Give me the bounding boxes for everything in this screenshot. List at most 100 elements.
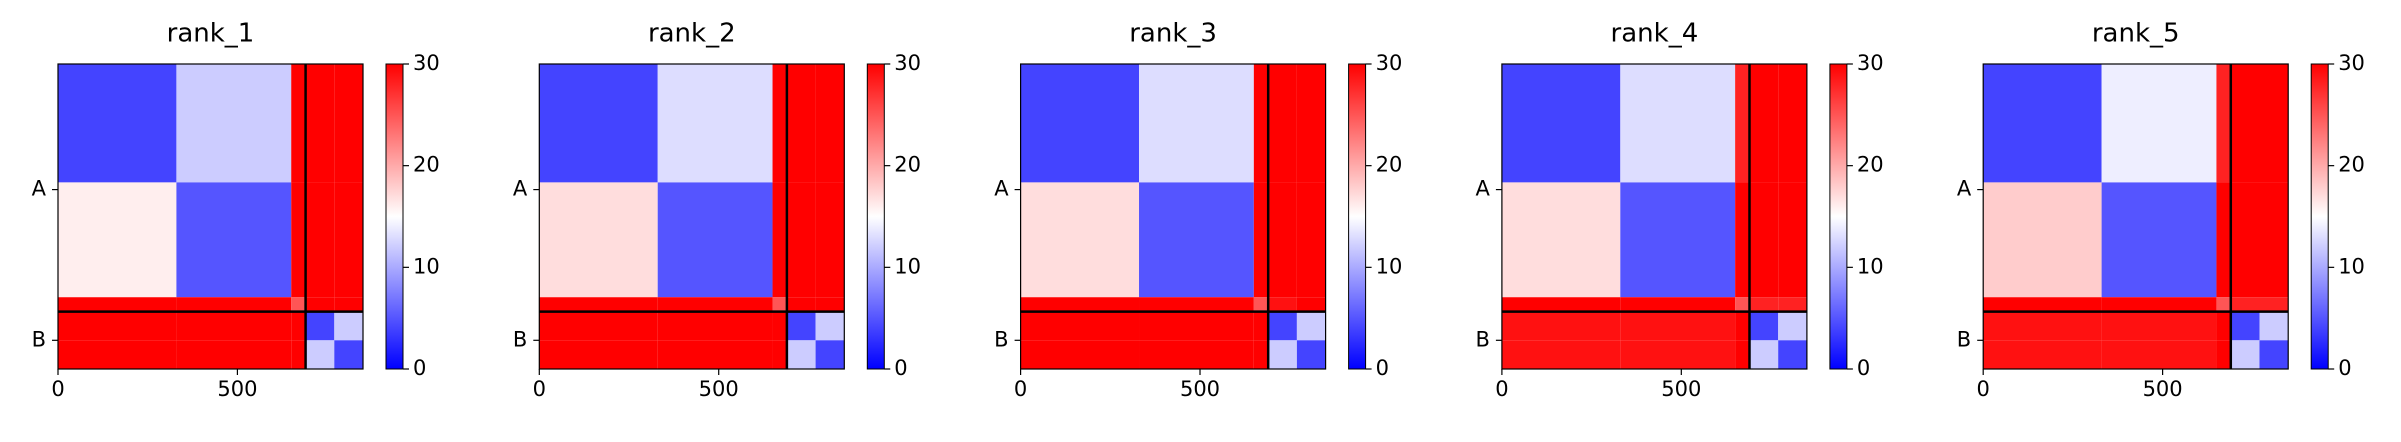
colorbar-tick-label: 10 (413, 254, 440, 278)
y-tick-label: B (1957, 327, 1971, 351)
heatmap-cell (176, 64, 292, 183)
heatmap-cell (1735, 297, 1750, 312)
heatmap-cell (1983, 297, 2102, 312)
heatmap-cell (1749, 297, 1779, 312)
heatmap-cell (1268, 297, 1297, 312)
heatmap-cell (1620, 297, 1736, 312)
x-tick-label: 500 (1661, 377, 1701, 401)
heatmap-cell (2216, 311, 2231, 341)
x-tick-label: 500 (699, 377, 739, 401)
colorbar (1829, 63, 1848, 370)
heatmap-cell (2230, 182, 2260, 298)
x-tick-label: 500 (1180, 377, 1220, 401)
plot-frame (1019, 63, 1327, 370)
y-tick-label: A (32, 177, 47, 201)
heatmap-cell (657, 64, 773, 183)
heatmap-cell (1253, 311, 1269, 341)
heatmap-cell (2230, 64, 2260, 183)
plot-frame (538, 63, 845, 370)
heatmap-cell (1296, 311, 1326, 341)
heatmap-cell (334, 311, 363, 341)
heatmap-cell (1501, 297, 1621, 312)
y-tick-label: B (513, 327, 527, 351)
heatmap-cell (1020, 297, 1140, 312)
heatmap-cell (1501, 340, 1621, 369)
heatmap-cell (1778, 182, 1807, 298)
colorbar-tick-label: 0 (894, 356, 907, 380)
colorbar-tick-label: 0 (1376, 356, 1389, 380)
heatmap-cell (1139, 340, 1254, 369)
heatmap-cell (58, 64, 177, 183)
x-tick-label: 500 (2143, 377, 2183, 401)
x-tick-label: 0 (533, 377, 546, 401)
heatmap-cell (2216, 297, 2231, 312)
heatmap-cell (1735, 64, 1750, 183)
heatmap-cell (2101, 311, 2217, 341)
heatmap-cell (1501, 64, 1621, 183)
heatmap-cell (2259, 182, 2289, 298)
heatmap-cell (1253, 64, 1269, 183)
y-tick-label: A (994, 177, 1009, 201)
heatmap-cell (305, 182, 335, 298)
heatmap-cell (334, 64, 363, 183)
colorbar-tick-label: 0 (1857, 356, 1870, 380)
heatmap-cell (291, 182, 306, 298)
heatmap-cell (1268, 340, 1297, 369)
heatmap-cell (291, 340, 306, 369)
heatmap-cell (305, 311, 335, 341)
heatmap-cell (1020, 64, 1140, 183)
heatmap-cell (1139, 64, 1254, 183)
heatmap-cell (291, 64, 306, 183)
heatmap-cell (2101, 64, 2217, 183)
heatmap-cell (539, 297, 658, 312)
heatmap-cell (291, 297, 306, 312)
heatmap-cell (2216, 340, 2231, 369)
y-tick-label: B (1475, 327, 1489, 351)
heatmap-cell (815, 182, 845, 298)
heatmap-cell (58, 182, 177, 298)
heatmap-cell (815, 311, 845, 341)
heatmap-cell (1983, 64, 2102, 183)
colorbar-tick-label: 20 (894, 153, 921, 177)
heatmap-cell (1620, 64, 1736, 183)
heatmap-cell (1983, 182, 2102, 298)
heatmap-cell (1268, 311, 1297, 341)
heatmap-cell (1749, 64, 1779, 183)
heatmap-cell (657, 311, 773, 341)
heatmap-cell (1735, 182, 1750, 298)
heatmap-cell (1620, 182, 1736, 298)
heatmap-cell (305, 340, 335, 369)
heatmap-cell (2101, 340, 2217, 369)
plot-frame (57, 63, 364, 370)
heatmap-cell (1296, 297, 1326, 312)
heatmap-cell (1253, 297, 1269, 312)
heatmap-cell (1749, 340, 1779, 369)
heatmap-cell (1501, 182, 1621, 298)
heatmap-cell (1778, 64, 1807, 183)
colorbar-tick-label: 10 (2338, 254, 2365, 278)
heatmap-cell (1020, 311, 1140, 341)
heatmap-cell (1778, 297, 1807, 312)
x-tick-label: 0 (1495, 377, 1508, 401)
heatmap-cell (815, 340, 845, 369)
colorbar-tick-label: 0 (413, 356, 426, 380)
heatmap-cell (291, 311, 306, 341)
heatmap-cell (58, 340, 177, 369)
heatmap-cell (772, 297, 787, 312)
x-tick-label: 500 (217, 377, 257, 401)
colorbar (385, 63, 404, 370)
heatmap-cell (1620, 311, 1736, 341)
chart-title: rank_2 (648, 19, 736, 49)
chart-title: rank_4 (1611, 19, 1699, 49)
heatmap-cell (1020, 182, 1140, 298)
heatmap-cell (786, 64, 816, 183)
heatmap-cell (657, 297, 773, 312)
colorbar-tick-label: 20 (2338, 153, 2365, 177)
colorbar-tick-label: 20 (413, 153, 440, 177)
colorbar-tick-label: 30 (894, 51, 921, 75)
heatmap-cell (1139, 182, 1254, 298)
heatmap-cell (1983, 340, 2102, 369)
colorbar (2310, 63, 2329, 370)
heatmap-cell (815, 64, 845, 183)
